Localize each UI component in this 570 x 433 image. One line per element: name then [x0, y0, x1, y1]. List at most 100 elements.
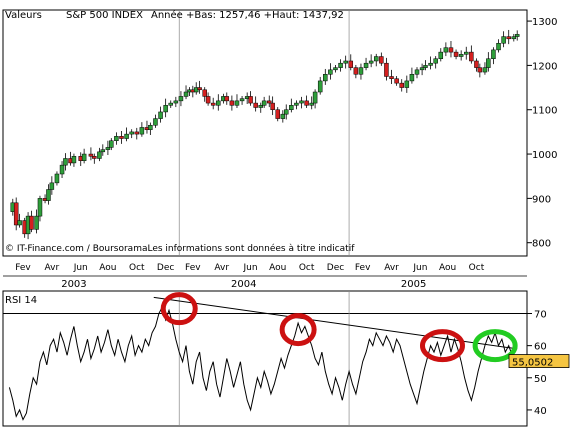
candle-body	[81, 153, 87, 161]
candle-body	[97, 151, 102, 159]
candle-body	[71, 156, 77, 164]
copyright-text: © IT-Finance.com / BoursoramaLes informa…	[5, 243, 355, 254]
candle-body	[29, 215, 34, 230]
candle-body	[358, 67, 364, 75]
candle-body	[270, 102, 275, 110]
candle-body	[280, 113, 286, 119]
rsi-y-tick-label: 50	[534, 374, 547, 385]
price-y-tick-label: 800	[532, 239, 551, 250]
candle-body	[253, 102, 258, 108]
candle-body	[394, 78, 399, 84]
month-label: Jun	[243, 263, 258, 273]
candle-body	[474, 60, 479, 68]
candle-body	[17, 220, 22, 226]
candle-body	[100, 149, 106, 153]
price-grid	[178, 10, 350, 256]
candle-body	[379, 56, 384, 64]
candle-body	[178, 96, 184, 102]
candle-body	[34, 215, 39, 230]
candle-body	[114, 136, 119, 142]
candle-body	[317, 80, 323, 93]
candle-body	[289, 105, 294, 110]
candle-body	[197, 87, 202, 91]
candle-body	[261, 100, 267, 106]
candle-body	[304, 100, 309, 106]
rsi-badge-box	[508, 354, 570, 368]
rsi-line	[8, 305, 516, 421]
candle-body	[464, 51, 469, 55]
candle-body	[105, 147, 111, 150]
candle-body	[453, 51, 459, 57]
candle-body	[496, 42, 501, 51]
candle-body	[338, 62, 343, 68]
candle-body	[234, 100, 240, 106]
candle-body	[399, 82, 404, 88]
candle-body	[448, 47, 454, 53]
price-candles	[10, 29, 520, 240]
candle-body	[389, 76, 394, 79]
month-label: Fev	[185, 263, 201, 273]
x-axis-months: Fev Avr Jun Aou Oct Dec Fev Avr Jun Aou Oct Dec Fev A…	[15, 263, 484, 273]
month-label: Jun	[73, 263, 88, 273]
price-y-tick-label: 900	[532, 194, 551, 205]
candle-body	[373, 56, 379, 62]
month-label: Oct	[299, 263, 315, 273]
rsi-trendline	[153, 296, 518, 350]
candle-body	[202, 89, 207, 97]
candle-body	[328, 69, 333, 75]
month-label: Avr	[384, 263, 399, 273]
price-panel-frame	[2, 9, 528, 257]
year-stats: Année +Bas: 1257,46 +Haut: 1437,92	[151, 9, 344, 21]
month-label: Aou	[99, 263, 116, 273]
candle-body	[153, 118, 158, 126]
candle-body	[266, 100, 272, 104]
candle-body	[363, 62, 369, 68]
candle-body	[183, 91, 189, 97]
rsi-y-tick-label: 60	[534, 342, 547, 353]
candle-body	[423, 65, 428, 68]
candle-body	[482, 67, 488, 73]
candle-body	[348, 60, 354, 68]
candle-body	[438, 51, 444, 60]
candle-body	[443, 47, 449, 53]
candle-body	[229, 100, 235, 106]
candle-body	[491, 49, 496, 60]
candle-body	[13, 202, 19, 226]
year-label: 2005	[401, 279, 426, 290]
candle-body	[469, 51, 474, 62]
candle-body	[486, 58, 491, 68]
rsi-current-badge: 55,0502	[508, 354, 570, 369]
candle-body	[404, 80, 410, 88]
candle-body	[109, 140, 114, 148]
candle-body	[333, 67, 338, 71]
candle-body	[148, 124, 153, 130]
candle-body	[239, 98, 245, 102]
price-y-tick-label: 1300	[532, 17, 557, 28]
candle-body	[49, 182, 55, 190]
candle-body	[163, 105, 168, 113]
candle-body	[216, 100, 221, 106]
candle-body	[368, 60, 374, 64]
rsi-highlight-circles	[160, 292, 518, 363]
candle-body	[384, 62, 389, 77]
candle-body	[433, 58, 438, 64]
month-label: Dec	[157, 263, 174, 273]
candle-body	[283, 109, 289, 115]
candle-body	[134, 131, 140, 135]
candle-body	[511, 36, 517, 40]
month-label: Dec	[327, 263, 344, 273]
candle-body	[299, 100, 304, 104]
red-highlight-circle	[160, 292, 198, 326]
candle-body	[224, 96, 230, 102]
candle-body	[477, 67, 483, 73]
candle-body	[173, 100, 179, 104]
year-label: 2004	[231, 279, 256, 290]
candle-body	[258, 105, 264, 108]
candle-body	[158, 111, 163, 119]
month-label: Oct	[469, 263, 485, 273]
month-label: Oct	[129, 263, 145, 273]
candle-body	[353, 67, 359, 75]
candle-body	[88, 153, 94, 157]
